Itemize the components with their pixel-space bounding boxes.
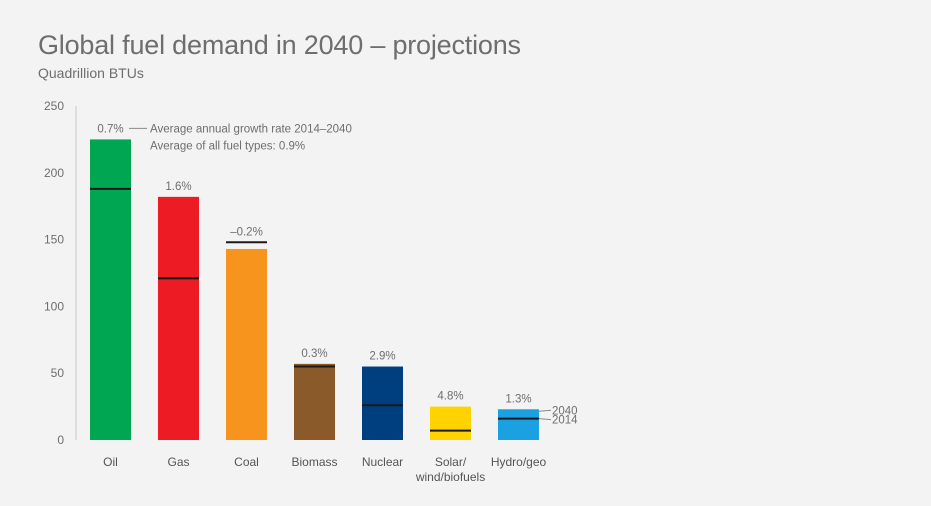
growth-label: –0.2% [230, 226, 263, 238]
bar-2040 [90, 139, 131, 440]
category-label: Nuclear [362, 455, 403, 469]
growth-label: 0.7% [97, 123, 123, 135]
legend-label-2040: 2040 [552, 405, 578, 417]
y-tick-label: 50 [51, 366, 65, 380]
y-tick-label: 200 [44, 166, 64, 180]
bar-2040 [362, 366, 403, 440]
y-tick-label: 100 [44, 299, 64, 313]
y-tick-label: 0 [57, 433, 64, 447]
legend-leader-2014 [538, 418, 552, 421]
growth-label: 0.3% [301, 348, 327, 360]
category-label: Hydro/geo [491, 455, 547, 469]
bar-2040 [430, 406, 471, 440]
growth-label: 4.8% [437, 391, 463, 403]
category-label: Solar/ [435, 455, 467, 469]
annotation-average: Average of all fuel types: 0.9% [150, 140, 305, 152]
bar-2040 [498, 409, 539, 440]
bar-2040 [294, 363, 335, 440]
category-label: Gas [167, 455, 189, 469]
legend-label-2014: 2014 [552, 415, 578, 427]
growth-label: 1.6% [165, 181, 191, 193]
bar-2040 [158, 196, 199, 440]
annotation-growth: Average annual growth rate 2014–2040 [150, 123, 352, 135]
bar-2040 [226, 248, 267, 440]
category-label: Oil [103, 455, 118, 469]
chart-subtitle: Quadrillion BTUs [38, 65, 144, 81]
y-tick-label: 150 [44, 233, 64, 247]
growth-label: 1.3% [505, 393, 531, 405]
growth-label: 2.9% [369, 351, 395, 363]
category-label-line2: wind/biofuels [415, 470, 485, 484]
chart-title: Global fuel demand in 2040 – projections [38, 30, 521, 60]
category-label: Biomass [291, 455, 337, 469]
category-label: Coal [234, 455, 259, 469]
y-tick-label: 250 [44, 99, 64, 113]
legend-leader-2040 [538, 409, 552, 412]
